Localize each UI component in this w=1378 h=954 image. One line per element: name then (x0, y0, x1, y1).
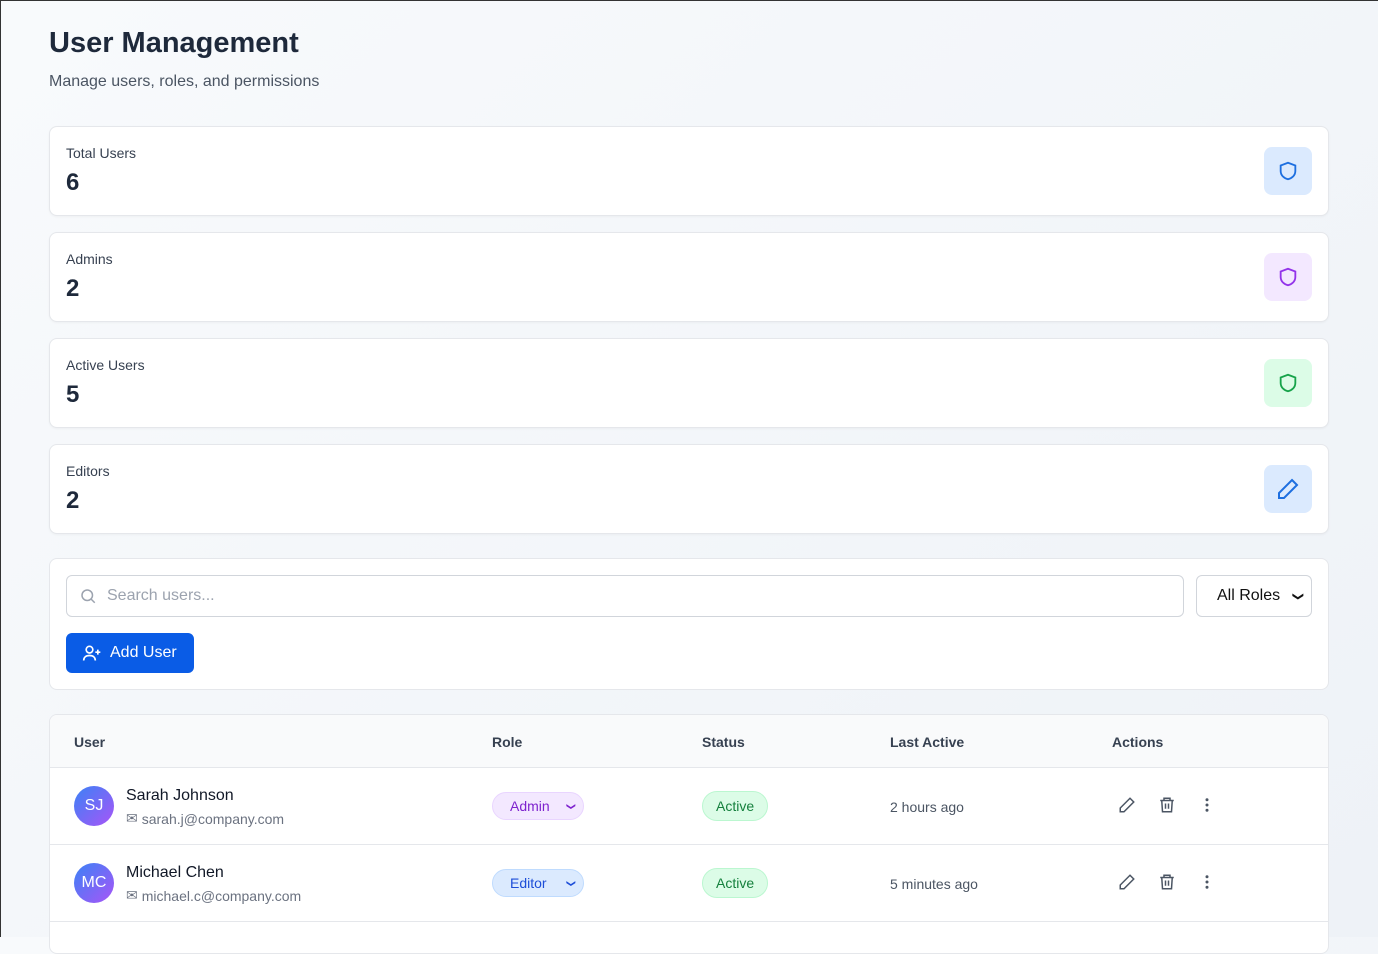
stat-value: 2 (66, 487, 80, 514)
trash-icon[interactable] (1158, 796, 1176, 814)
email-text: michael.c@company.com (141, 887, 302, 904)
status-badge: Active (702, 868, 769, 898)
role-filter-select[interactable]: All Roles ❯ (1196, 575, 1312, 617)
role-value: Editor (510, 875, 547, 891)
row-actions (1118, 873, 1216, 891)
table-header: User Role Status Last Active Actions (50, 715, 1328, 768)
avatar: SJ (74, 786, 114, 826)
stat-card-editors: Editors 2 (49, 444, 1329, 534)
column-header: Actions (1112, 734, 1164, 750)
chevron-down-icon: ❯ (1291, 591, 1304, 601)
edit-icon[interactable] (1118, 873, 1136, 891)
search-icon (81, 589, 96, 604)
trash-icon[interactable] (1158, 873, 1176, 891)
role-value: Admin (510, 798, 550, 814)
search-input[interactable] (107, 587, 1101, 605)
stat-label: Active Users (66, 357, 145, 373)
user-name: Michael Chen (126, 864, 224, 881)
role-select[interactable]: Admin ❯ (492, 792, 584, 820)
add-user-button[interactable]: Add User (66, 633, 194, 673)
stat-value: 6 (66, 169, 80, 196)
stat-value: 5 (66, 381, 80, 408)
stat-card-total-users: Total Users 6 (49, 126, 1329, 216)
chevron-down-icon: ❯ (566, 879, 577, 887)
edit-icon[interactable] (1118, 796, 1136, 814)
status-badge: Active (702, 791, 769, 821)
search-box[interactable] (66, 575, 1184, 617)
column-header: User (74, 734, 106, 750)
last-active: 5 minutes ago (890, 876, 978, 892)
stat-card-active-users: Active Users 5 (49, 338, 1329, 428)
page-subtitle: Manage users, roles, and permissions (49, 73, 320, 90)
shield-icon (1264, 147, 1312, 195)
user-email: ✉ sarah.j@company.com (126, 810, 284, 827)
avatar: MC (74, 863, 114, 903)
mail-icon: ✉ (126, 887, 138, 903)
shield-icon (1264, 359, 1312, 407)
pencil-icon (1264, 465, 1312, 513)
email-text: sarah.j@company.com (141, 810, 285, 827)
role-select[interactable]: Editor ❯ (492, 869, 584, 897)
mail-icon: ✉ (126, 810, 138, 826)
more-vertical-icon[interactable] (1198, 873, 1216, 891)
stat-label: Editors (66, 463, 110, 479)
table-row: SJ Sarah Johnson ✉ sarah.j@company.com Ad… (50, 768, 1328, 845)
stat-label: Total Users (66, 145, 137, 161)
add-user-label: Add User (110, 644, 177, 661)
user-name: Sarah Johnson (126, 787, 234, 804)
column-header: Role (492, 734, 523, 750)
table-row: MC Michael Chen ✉ michael.c@company.com E… (50, 845, 1328, 922)
stat-value: 2 (66, 275, 80, 302)
role-filter-value: All Roles (1217, 587, 1281, 604)
more-vertical-icon[interactable] (1198, 796, 1216, 814)
shield-icon (1264, 253, 1312, 301)
stat-label: Admins (66, 251, 113, 267)
users-table: User Role Status Last Active Actions SJ … (49, 714, 1329, 954)
user-email: ✉ michael.c@company.com (126, 887, 301, 904)
toolbar: All Roles ❯ Add User (49, 558, 1329, 690)
column-header: Last Active (890, 734, 965, 750)
page-title: User Management (49, 27, 299, 59)
column-header: Status (702, 734, 745, 750)
chevron-down-icon: ❯ (566, 802, 577, 810)
row-actions (1118, 796, 1216, 814)
last-active: 2 hours ago (890, 799, 964, 815)
user-plus-icon (82, 645, 101, 661)
stat-card-admins: Admins 2 (49, 232, 1329, 322)
